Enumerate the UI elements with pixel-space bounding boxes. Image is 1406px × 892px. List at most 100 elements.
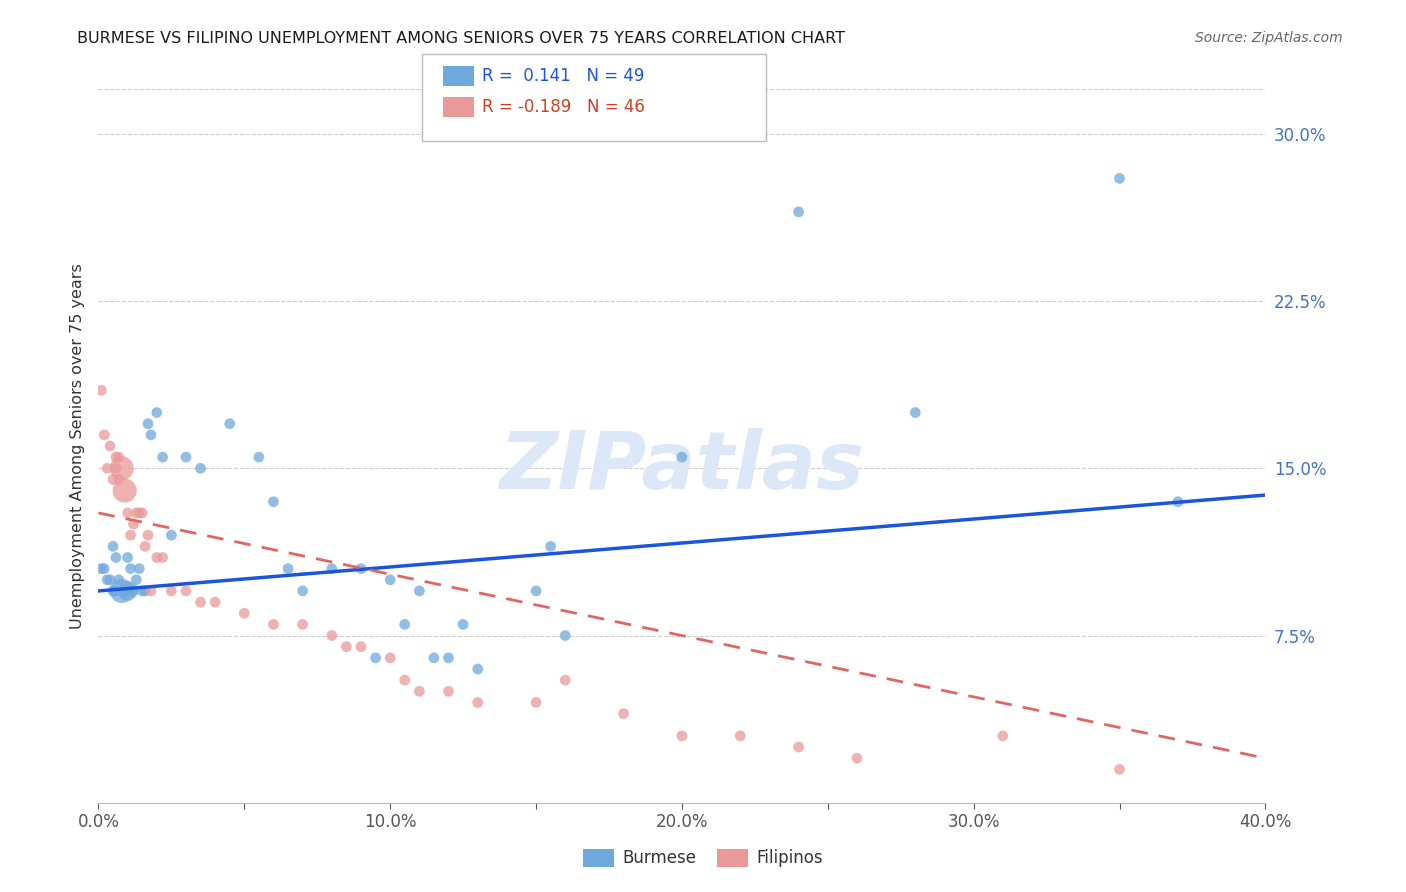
Point bbox=[104, 461, 127, 475]
Point bbox=[671, 450, 693, 464]
Point bbox=[190, 461, 212, 475]
Point bbox=[90, 562, 112, 576]
Point bbox=[1108, 762, 1130, 776]
Point bbox=[467, 662, 489, 676]
Text: Source: ZipAtlas.com: Source: ZipAtlas.com bbox=[1195, 31, 1343, 45]
Point bbox=[128, 562, 150, 576]
Text: Burmese: Burmese bbox=[623, 849, 697, 867]
Point bbox=[136, 528, 159, 542]
Point bbox=[671, 729, 693, 743]
Point bbox=[554, 673, 576, 687]
Point bbox=[101, 583, 124, 598]
Point bbox=[233, 607, 256, 621]
Point bbox=[408, 684, 430, 698]
Point bbox=[125, 573, 148, 587]
Point bbox=[174, 583, 197, 598]
Point bbox=[423, 651, 446, 665]
Point bbox=[277, 562, 299, 576]
Point bbox=[152, 550, 174, 565]
Point bbox=[104, 583, 127, 598]
Point bbox=[93, 562, 115, 576]
Text: BURMESE VS FILIPINO UNEMPLOYMENT AMONG SENIORS OVER 75 YEARS CORRELATION CHART: BURMESE VS FILIPINO UNEMPLOYMENT AMONG S… bbox=[77, 31, 845, 46]
Point bbox=[437, 651, 460, 665]
Point bbox=[190, 595, 212, 609]
Point bbox=[335, 640, 357, 654]
Point bbox=[540, 539, 562, 553]
Point bbox=[96, 461, 118, 475]
Point bbox=[104, 550, 127, 565]
Point bbox=[524, 696, 547, 710]
Point bbox=[114, 483, 136, 498]
Point bbox=[108, 573, 131, 587]
Point bbox=[364, 651, 387, 665]
Point bbox=[134, 539, 156, 553]
Point bbox=[108, 473, 131, 487]
Point bbox=[204, 595, 226, 609]
Point bbox=[380, 573, 402, 587]
Point bbox=[120, 562, 142, 576]
Point bbox=[291, 617, 314, 632]
Text: R =  0.141   N = 49: R = 0.141 N = 49 bbox=[482, 67, 644, 85]
Point bbox=[1167, 494, 1189, 508]
Point bbox=[394, 673, 416, 687]
Point bbox=[139, 427, 162, 442]
Point bbox=[117, 550, 139, 565]
Point bbox=[380, 651, 402, 665]
Point bbox=[1108, 171, 1130, 186]
Point bbox=[846, 751, 869, 765]
Point bbox=[730, 729, 752, 743]
Point bbox=[146, 405, 169, 419]
Point bbox=[321, 628, 343, 642]
Point bbox=[467, 696, 489, 710]
Point bbox=[96, 573, 118, 587]
Point bbox=[321, 562, 343, 576]
Point bbox=[131, 583, 153, 598]
Point bbox=[612, 706, 634, 721]
Point bbox=[104, 450, 127, 464]
Point bbox=[128, 506, 150, 520]
Text: R = -0.189   N = 46: R = -0.189 N = 46 bbox=[482, 98, 645, 116]
Point bbox=[408, 583, 430, 598]
Point bbox=[93, 427, 115, 442]
Point bbox=[117, 506, 139, 520]
Point bbox=[90, 384, 112, 398]
Text: Filipinos: Filipinos bbox=[756, 849, 823, 867]
Point bbox=[554, 628, 576, 642]
Point bbox=[125, 506, 148, 520]
Point bbox=[136, 417, 159, 431]
Point bbox=[131, 506, 153, 520]
Point bbox=[101, 539, 124, 553]
Point bbox=[524, 583, 547, 598]
Point bbox=[174, 450, 197, 464]
Point bbox=[262, 617, 284, 632]
Point bbox=[160, 528, 183, 542]
Point bbox=[120, 528, 142, 542]
Point bbox=[134, 583, 156, 598]
Point bbox=[146, 550, 169, 565]
Point bbox=[114, 583, 136, 598]
Point bbox=[394, 617, 416, 632]
Point bbox=[108, 450, 131, 464]
Point bbox=[787, 740, 810, 755]
Point bbox=[247, 450, 270, 464]
Point bbox=[152, 450, 174, 464]
Y-axis label: Unemployment Among Seniors over 75 years: Unemployment Among Seniors over 75 years bbox=[69, 263, 84, 629]
Point bbox=[101, 473, 124, 487]
Point bbox=[111, 461, 134, 475]
Point bbox=[139, 583, 162, 598]
Point bbox=[991, 729, 1014, 743]
Point bbox=[451, 617, 474, 632]
Text: ZIPatlas: ZIPatlas bbox=[499, 428, 865, 507]
Point bbox=[160, 583, 183, 598]
Point bbox=[262, 494, 284, 508]
Point bbox=[98, 439, 121, 453]
Point bbox=[350, 640, 373, 654]
Point bbox=[350, 562, 373, 576]
Point bbox=[218, 417, 240, 431]
Point bbox=[122, 583, 145, 598]
Point bbox=[291, 583, 314, 598]
Point bbox=[117, 583, 139, 598]
Point bbox=[111, 583, 134, 598]
Point bbox=[98, 573, 121, 587]
Point bbox=[437, 684, 460, 698]
